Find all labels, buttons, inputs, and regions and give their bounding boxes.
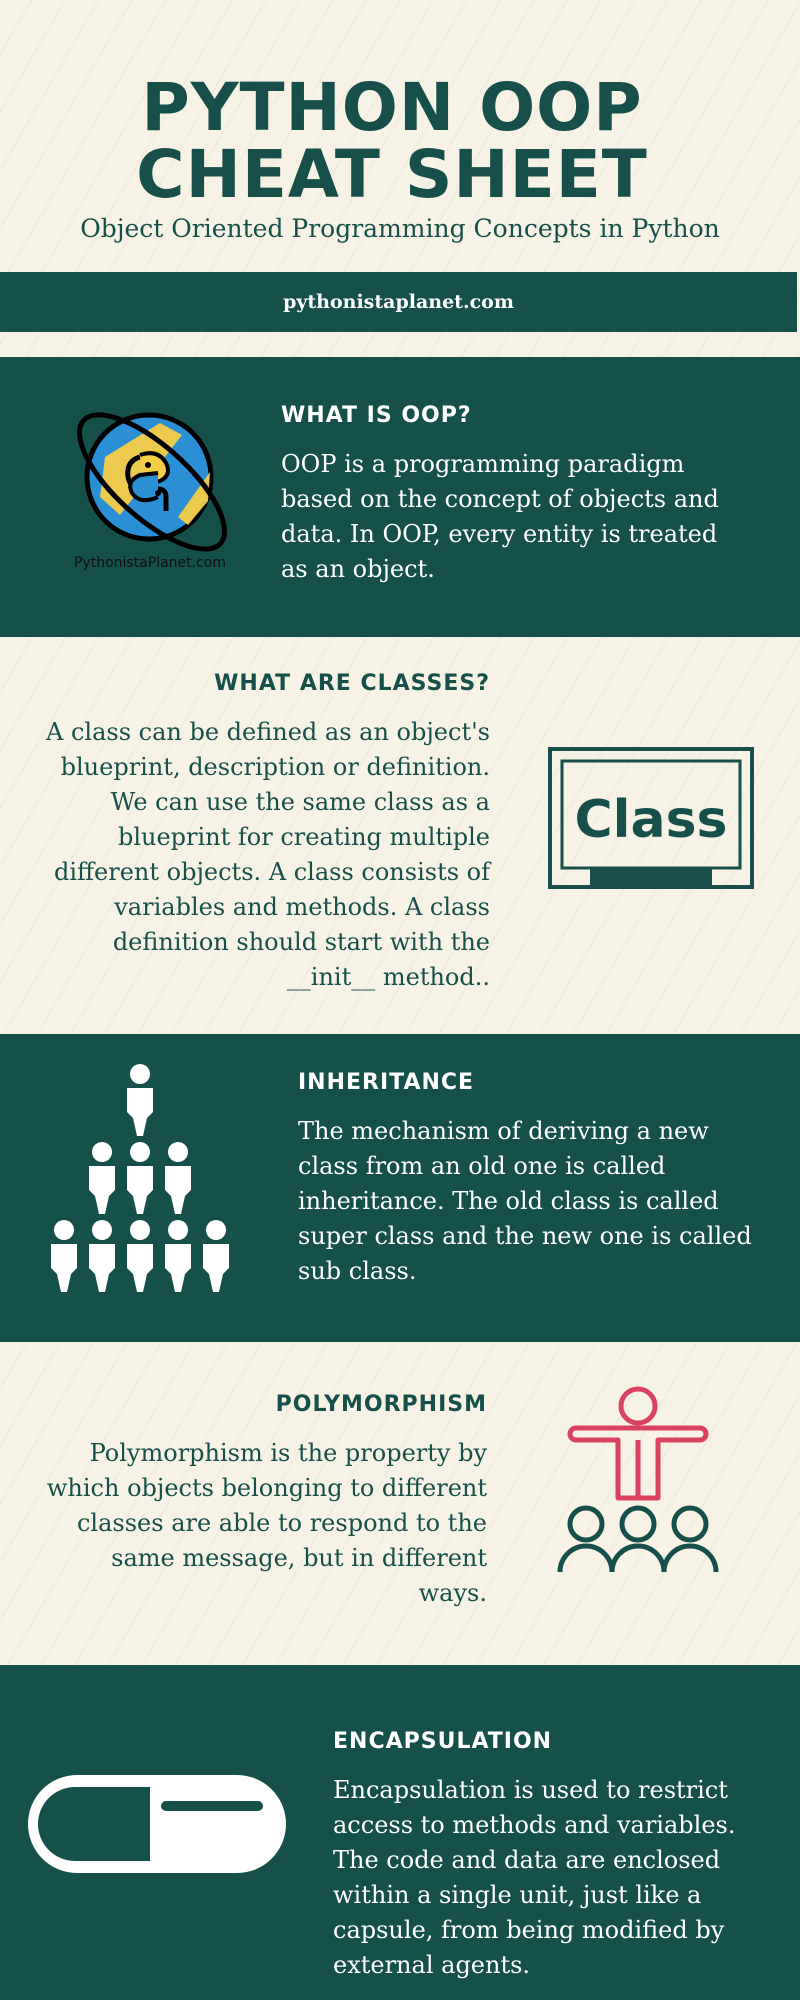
title-line-2: CHEAT SHEET [136, 136, 648, 213]
people-hierarchy-icon [51, 1064, 229, 1292]
section-encapsulation: ENCAPSULATION Encapsulation is used to r… [0, 1665, 800, 2000]
website-banner: pythonistaplanet.com [0, 272, 797, 332]
section-heading: INHERITANCE [298, 1070, 475, 1095]
section-body: Encapsulation is used to restrict access… [333, 1776, 736, 1979]
globe-python-logo-icon [77, 412, 227, 552]
header: PYTHON OOP CHEAT SHEET Object Oriented P… [0, 0, 800, 270]
section-body: Polymorphism is the property by which ob… [46, 1439, 487, 1607]
presenter-group-icon [557, 1386, 719, 1573]
section-heading: ENCAPSULATION [333, 1729, 553, 1754]
section-what-is-oop: PythonistaPlanet.com WHAT IS OOP? OOP is… [0, 357, 800, 637]
section-body: A class can be defined as an object's bl… [45, 718, 490, 991]
person-icon [127, 1064, 153, 1136]
page-subtitle: Object Oriented Programming Concepts in … [80, 214, 720, 243]
logo-caption: PythonistaPlanet.com [73, 555, 227, 571]
section-body: OOP is a programming paradigm based on t… [281, 450, 719, 583]
capsule-icon [28, 1775, 286, 1873]
title-line-1: PYTHON OOP [141, 69, 643, 146]
section-heading: WHAT ARE CLASSES? [214, 671, 490, 696]
section-inheritance: INHERITANCE The mechanism of deriving a … [0, 1034, 800, 1342]
section-what-are-classes: WHAT ARE CLASSES? A class can be defined… [0, 637, 800, 1034]
section-polymorphism: POLYMORPHISM Polymorphism is the propert… [0, 1342, 800, 1665]
board-text: Class [575, 790, 728, 850]
chalkboard-icon: Class [548, 747, 754, 889]
section-heading: POLYMORPHISM [275, 1392, 487, 1417]
page-title: PYTHON OOP CHEAT SHEET [0, 74, 784, 208]
section-heading: WHAT IS OOP? [281, 403, 472, 428]
section-body: The mechanism of deriving a new class fr… [298, 1117, 752, 1285]
